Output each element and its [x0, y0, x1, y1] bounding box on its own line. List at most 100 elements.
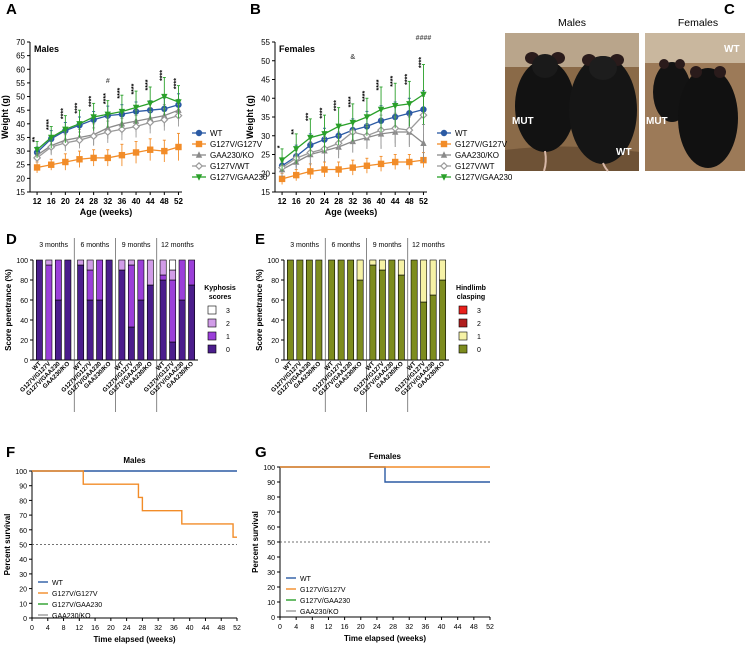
- x-tick-label: 48: [470, 624, 478, 631]
- x-tick-label: 16: [47, 197, 56, 206]
- data-point: [146, 118, 155, 127]
- bar-segment-score-0: [388, 259, 396, 361]
- x-tick-label: 48: [160, 197, 169, 206]
- significance-mark: ****: [173, 78, 180, 89]
- y-tick-label: 25: [16, 161, 25, 170]
- y-tick-label: 65: [16, 52, 25, 61]
- y-tick-label: 60: [20, 298, 28, 305]
- y-tick-label: 0: [24, 358, 28, 365]
- y-tick-label: 40: [16, 120, 25, 129]
- data-point: [89, 132, 98, 141]
- legend-label: WT: [210, 129, 223, 138]
- y-tick-label: 20: [261, 169, 270, 178]
- data-point: [103, 127, 112, 137]
- y-tick-label: 100: [15, 469, 27, 476]
- data-point: [307, 168, 314, 175]
- legend-swatch: [207, 318, 217, 328]
- bar-segment-score-0: [159, 279, 167, 361]
- data-point: [278, 157, 286, 164]
- panel-label-e: E: [255, 231, 265, 248]
- legend-label: G127V/WT: [455, 162, 495, 171]
- y-tick-label: 70: [19, 513, 27, 520]
- legend-label: WT: [52, 580, 64, 587]
- x-tick-label: 44: [202, 625, 210, 632]
- bar-category-label: WT: [155, 360, 167, 372]
- bar-segment-score-1: [369, 259, 377, 266]
- survival-curve-g127v-g127v: [32, 470, 237, 538]
- legend-label: 2: [477, 321, 481, 328]
- bar-segment-score-2: [169, 269, 177, 281]
- x-tick-label: 44: [454, 624, 462, 631]
- series-g127v-g127v: [278, 152, 427, 185]
- data-point: [118, 151, 126, 159]
- significance-mark: ****: [145, 79, 152, 90]
- significance-mark: ****: [46, 119, 53, 130]
- y-axis-label: Percent survival: [3, 514, 12, 576]
- significance-mark: ***: [305, 113, 312, 121]
- data-point: [62, 158, 69, 166]
- legend-marker: [195, 140, 203, 148]
- data-point: [118, 108, 126, 116]
- bar-segment-score-0: [296, 259, 304, 361]
- y-tick-label: 60: [19, 528, 27, 535]
- data-point: [363, 114, 371, 121]
- bar-segment-score-2: [45, 259, 53, 266]
- bar-segment-score-0: [118, 269, 126, 361]
- bar-segment-score-0: [378, 269, 386, 361]
- legend-marker: [439, 161, 449, 171]
- bar-segment-score-1: [127, 264, 135, 328]
- chart-subtitle: Females: [369, 452, 402, 461]
- data-point: [161, 93, 168, 101]
- x-tick-label: 4: [46, 625, 50, 632]
- bar-segment-score-0: [105, 259, 113, 361]
- x-tick-label: 44: [146, 197, 155, 206]
- bar-segment-score-0: [420, 301, 428, 361]
- chart-subtitle: Females: [279, 44, 315, 54]
- panel-c-photos: Males Females MUT WT MUT WT: [505, 17, 745, 172]
- data-point: [104, 111, 111, 118]
- bar-segment-score-1: [54, 259, 62, 301]
- data-point: [117, 125, 126, 134]
- significance-mark: **: [291, 129, 298, 135]
- y-tick-label: 50: [16, 93, 25, 102]
- significance-mark: ****: [362, 91, 369, 102]
- legend-marker: [440, 140, 448, 148]
- legend-label: G127V/GAA230: [210, 173, 268, 182]
- x-tick-label: 52: [486, 624, 494, 631]
- bar-segment-score-1: [96, 259, 104, 301]
- legend-label: G127V/G127V: [455, 140, 508, 149]
- legend-label: 1: [226, 334, 230, 341]
- y-tick-label: 60: [267, 525, 275, 532]
- y-tick-label: 0: [275, 358, 279, 365]
- y-axis-label: Score penetrance (%): [255, 269, 264, 351]
- data-point: [90, 114, 97, 121]
- legend-swatch: [207, 305, 217, 315]
- x-tick-label: 8: [62, 625, 66, 632]
- data-point: [307, 134, 314, 142]
- x-tick-label: 8: [310, 624, 314, 631]
- group-label: 9 months: [373, 242, 402, 249]
- panel-label-c: C: [724, 1, 735, 18]
- x-tick-label: 24: [320, 197, 329, 206]
- data-point: [75, 136, 84, 145]
- x-tick-label: 36: [170, 625, 178, 632]
- x-tick-label: 44: [391, 197, 400, 206]
- bar-segment-score-2: [86, 259, 94, 271]
- y-tick-label: 35: [261, 113, 270, 122]
- bar-segment-score-1: [86, 269, 94, 301]
- data-point: [48, 161, 55, 168]
- bar-segment-score-1: [397, 259, 405, 276]
- y-axis-label: Weight (g): [0, 95, 10, 139]
- x-tick-label: 12: [33, 197, 42, 206]
- y-tick-label: 20: [19, 587, 27, 594]
- bar-segment-score-0: [146, 284, 154, 361]
- x-tick-label: 24: [75, 197, 84, 206]
- significance-mark: ****: [334, 100, 341, 111]
- y-tick-label: 40: [267, 555, 275, 562]
- bar-segment-score-3: [169, 259, 177, 271]
- y-tick-label: 20: [16, 174, 25, 183]
- bar-segment-score-0: [54, 299, 62, 361]
- x-tick-label: 12: [325, 624, 333, 631]
- bar-segment-score-0: [305, 259, 313, 361]
